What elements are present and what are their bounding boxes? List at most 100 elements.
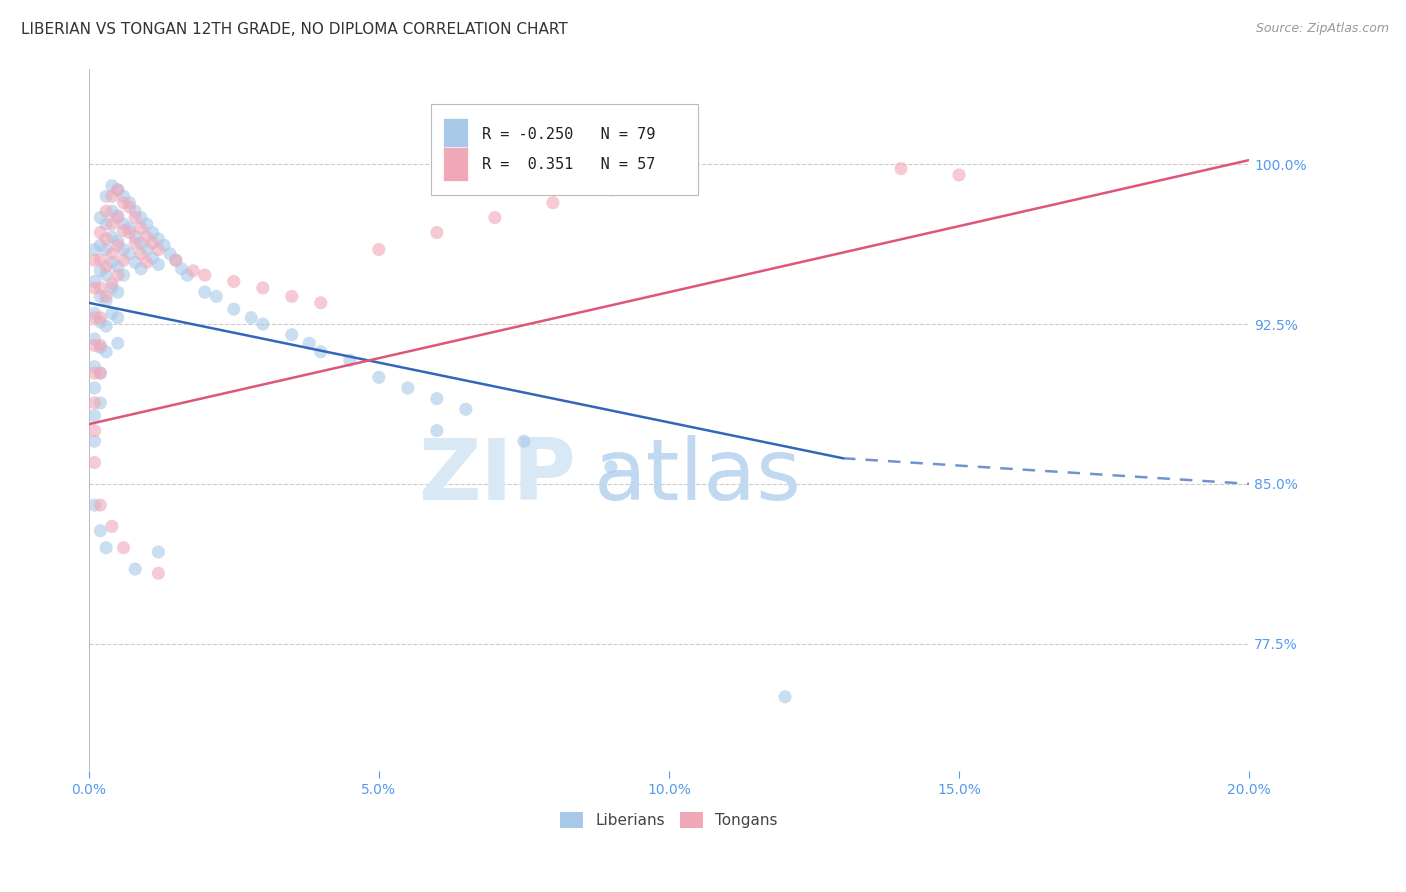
Point [600,183,623,197]
Point [107,211,129,225]
Point [118,247,141,261]
Point [222,275,245,289]
Point [112,223,135,237]
Point [89,315,111,329]
Point [94,189,117,203]
Point [101,247,124,261]
Point [124,211,146,225]
Point [426,226,449,240]
Point [513,434,536,449]
Point [112,253,135,268]
Point [101,255,124,269]
Point [101,204,124,219]
Point [124,204,146,219]
Text: ZIP: ZIP [419,434,576,517]
Point [107,234,129,248]
Point [426,424,449,438]
Point [94,541,117,555]
Point [159,247,181,261]
Point [948,168,970,182]
Point [89,310,111,325]
Point [94,319,117,334]
Point [107,209,129,223]
Point [107,268,129,282]
Point [142,236,165,251]
Point [89,341,111,355]
Point [484,211,506,225]
Point [135,255,157,269]
Text: Source: ZipAtlas.com: Source: ZipAtlas.com [1256,22,1389,36]
Point [112,189,135,203]
Point [118,226,141,240]
Point [107,260,129,274]
Point [107,285,129,300]
Point [129,221,152,235]
Point [773,690,796,704]
Point [281,327,304,342]
FancyBboxPatch shape [443,118,468,152]
Point [129,261,152,276]
Point [118,221,141,235]
Point [107,183,129,197]
Point [94,260,117,274]
Point [252,281,274,295]
Point [94,289,117,303]
Point [83,306,105,320]
Point [148,243,170,257]
Point [83,359,105,374]
Point [112,217,135,231]
Point [112,268,135,282]
Point [94,243,117,257]
Point [94,204,117,219]
Point [83,243,105,257]
Point [83,332,105,346]
Point [252,317,274,331]
Point [153,238,176,252]
Point [83,310,105,325]
Point [107,183,129,197]
Point [89,524,111,538]
Point [367,243,389,257]
Point [165,253,187,268]
Point [94,268,117,282]
Legend: Liberians, Tongans: Liberians, Tongans [554,805,785,834]
Point [83,434,105,449]
Point [89,238,111,252]
Point [83,498,105,512]
Point [124,236,146,251]
Point [94,232,117,246]
Point [118,200,141,214]
Text: R = -0.250   N = 79: R = -0.250 N = 79 [482,127,655,142]
Point [101,217,124,231]
Point [89,289,111,303]
Point [148,566,170,581]
Point [94,344,117,359]
Point [112,195,135,210]
Point [281,289,304,303]
Point [426,392,449,406]
Point [83,424,105,438]
Point [89,498,111,512]
Point [367,370,389,384]
Point [658,174,681,188]
Point [83,253,105,268]
Point [135,243,157,257]
Point [148,257,170,271]
Text: atlas: atlas [593,434,801,517]
Point [89,264,111,278]
Point [83,381,105,395]
Point [142,226,165,240]
Point [135,217,157,231]
Point [94,293,117,308]
Point [170,261,193,276]
Point [112,243,135,257]
Point [129,236,152,251]
Point [101,189,124,203]
Point [240,310,263,325]
Point [339,353,361,368]
Point [83,281,105,295]
Point [83,409,105,423]
Point [101,519,124,533]
Point [89,338,111,352]
Point [101,281,124,295]
